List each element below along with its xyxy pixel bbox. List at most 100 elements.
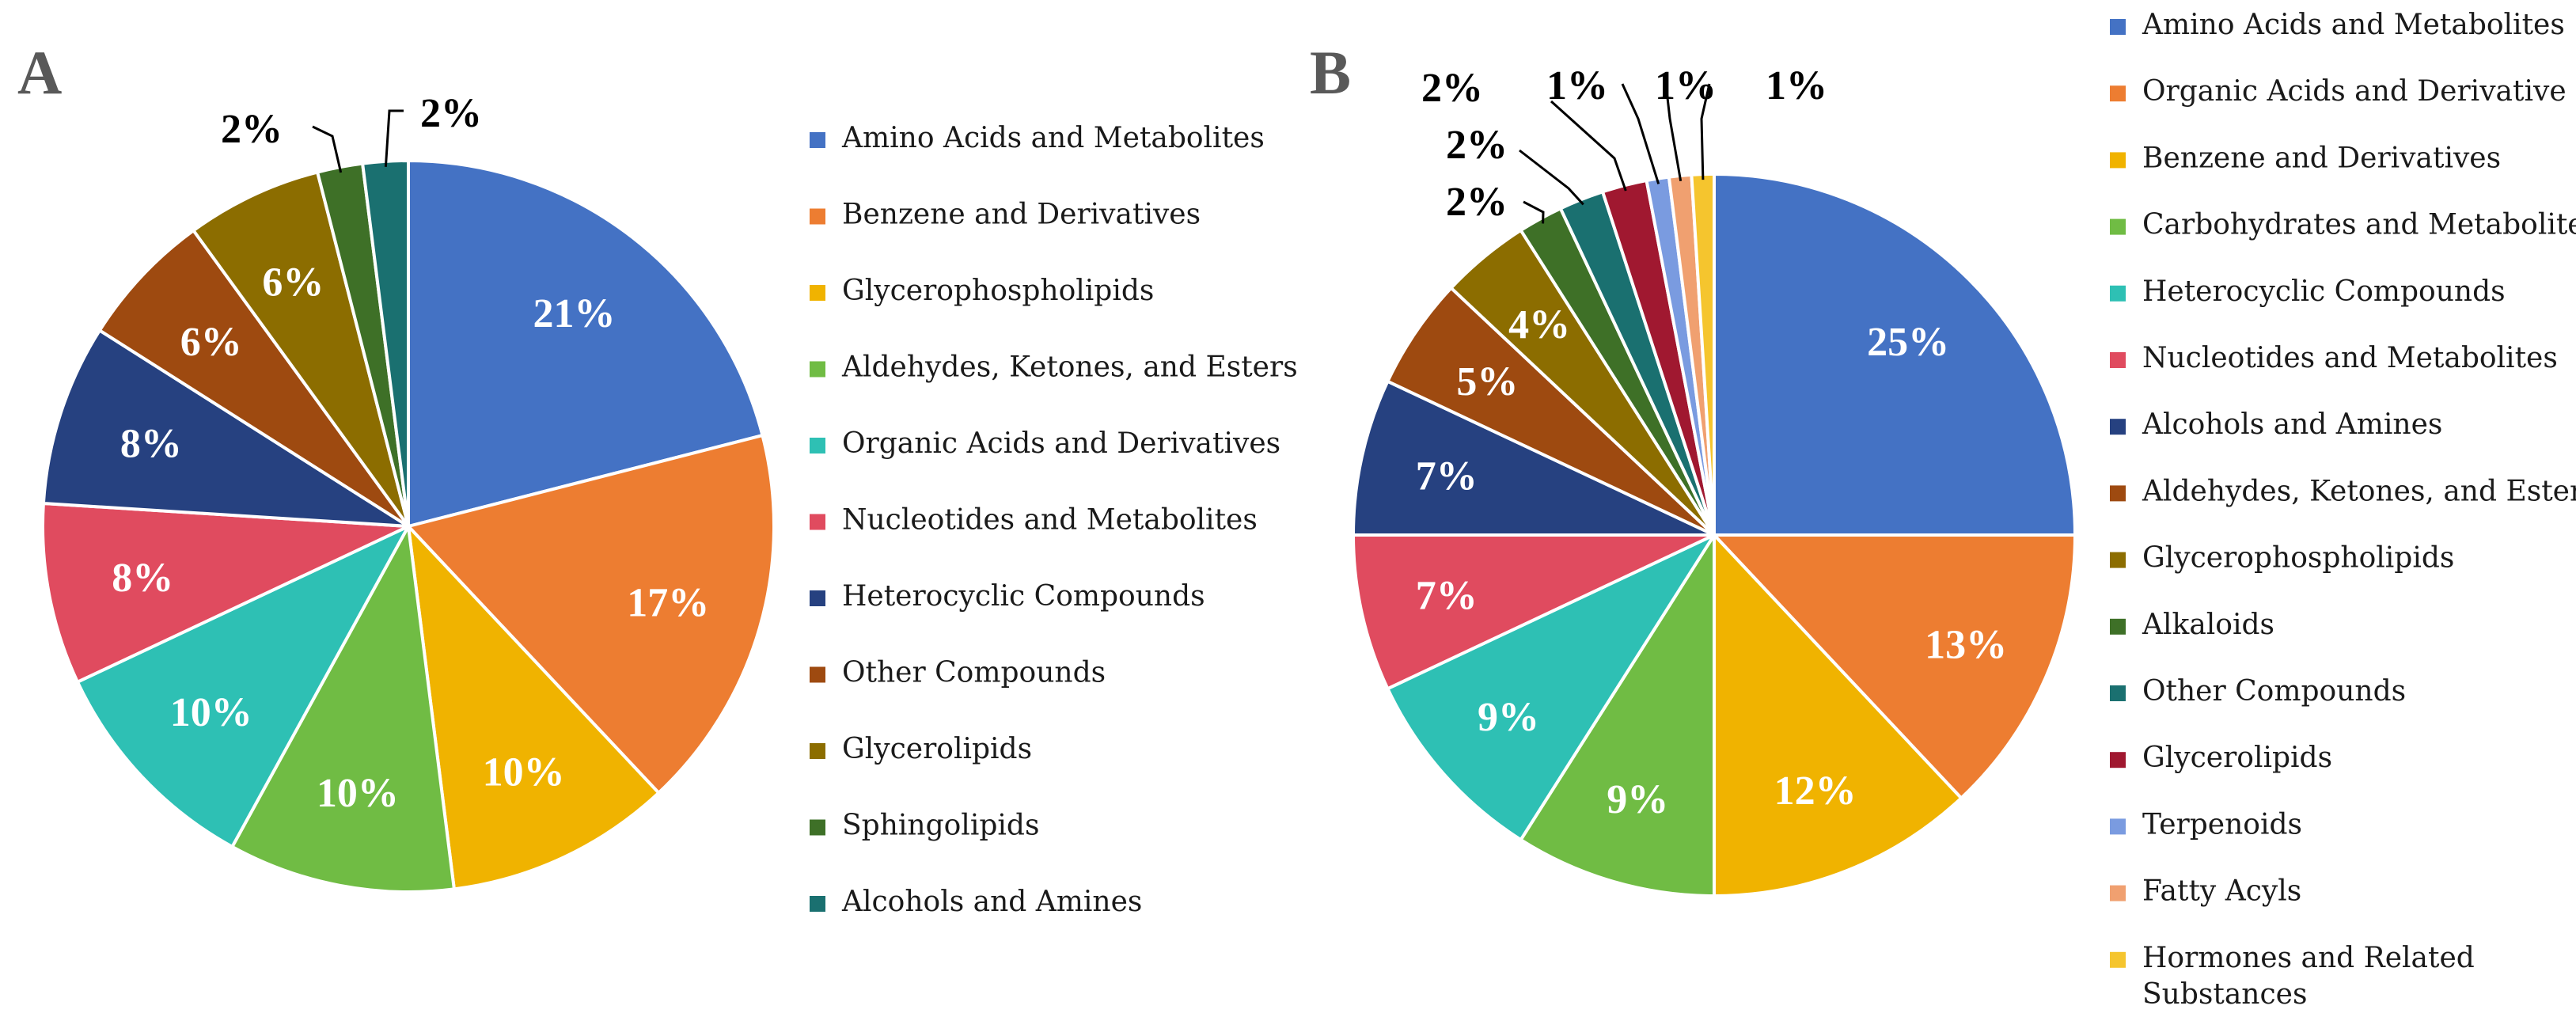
legend-label-alkaloids: Alkaloids: [2142, 609, 2274, 641]
leader-line-fatty-acyls: [1664, 83, 1683, 182]
panel-b-label: B: [1310, 38, 1351, 107]
legend-label-amino-acids-and-metabolites: Amino Acids and Metabolites: [841, 122, 1265, 154]
panel-a-label: A: [17, 38, 62, 107]
data-label-amino-acids-and-metabolites: 25%: [1867, 320, 1949, 365]
leader-line-other-compounds: [1519, 149, 1584, 206]
pie-slice-heterocyclic-compounds: [41, 328, 410, 528]
legend-swatch-aldehydes-ketones-and-esters: [2110, 485, 2126, 502]
leader-line-hormones-and-related-substances: [1700, 83, 1711, 180]
legend-label-heterocyclic-compounds: Heterocyclic Compounds: [2142, 275, 2506, 308]
pie-slice-aldehydes-ketones-and-esters: [1386, 286, 1716, 537]
legend-swatch-fatty-acyls: [2110, 885, 2126, 901]
legend-swatch-amino-acids-and-metabolites: [810, 132, 825, 148]
data-label-other-compounds: 2%: [1446, 123, 1508, 168]
legend-swatch-aldehydes-ketones-and-esters: [810, 361, 825, 378]
pie-slice-nucleotides-and-metabolites: [41, 501, 410, 684]
data-label-fatty-acyls: 1%: [1655, 63, 1717, 108]
panel-a-slice-labels: 21% 17% 10% 10% 10% 8% 8% 6% 6% 2% 2%: [112, 91, 709, 816]
data-label-aldehydes-ketones-and-esters: 5%: [1456, 359, 1518, 404]
legend-label-glycerolipids: Glycerolipids: [842, 733, 1032, 765]
pie-slice-carbohydrates-and-metabolites: [1519, 533, 1716, 897]
data-label-glycerolipids: 6%: [262, 260, 324, 305]
legend-swatch-heterocyclic-compounds: [810, 590, 825, 606]
pie-slice-organic-acids-and-derivatives: [75, 525, 410, 848]
legend-swatch-organic-acids-and-derivative: [2110, 85, 2126, 102]
legend-swatch-heterocyclic-compounds: [2110, 285, 2126, 302]
legend-swatch-alcohols-and-amines: [2110, 419, 2126, 435]
panel-a-pie: [41, 159, 776, 894]
legend-swatch-glycerophospholipids: [810, 285, 825, 301]
legend-swatch-benzene-and-derivatives: [2110, 152, 2126, 169]
data-label-sphingolipids: 2%: [221, 107, 283, 152]
leader-line-terpenoids: [1621, 83, 1660, 184]
data-label-other-compounds: 6%: [180, 320, 242, 365]
legend-swatch-organic-acids-and-derivatives: [810, 438, 825, 453]
legend-swatch-benzene-and-derivatives: [810, 208, 825, 225]
legend-swatch-terpenoids: [2110, 818, 2126, 835]
legend-label-organic-acids-and-derivatives: Organic Acids and Derivatives: [842, 427, 1280, 460]
leader-line-alcohols-and-amines: [384, 109, 404, 167]
panel-a-legend: Amino Acids and Metabolites Benzene and D…: [810, 122, 1298, 918]
pie-slice-other-compounds: [97, 229, 410, 528]
legend-label-aldehydes-ketones-and-esters: Aldehydes, Ketones, and Esters: [2142, 475, 2576, 507]
pie-slice-amino-acids-and-metabolites: [407, 159, 764, 528]
data-label-alkaloids: 2%: [1446, 180, 1508, 225]
legend-swatch-alkaloids: [2110, 618, 2126, 635]
legend-swatch-amino-acids-and-metabolites: [2110, 19, 2126, 35]
legend-label-fatty-acyls: Fatty Acyls: [2142, 875, 2301, 908]
pie-slice-glycerophospholipids: [407, 525, 661, 891]
legend-label-nucleotides-and-metabolites: Nucleotides and Metabolites: [842, 504, 1258, 537]
panel-a: A 21% 17% 10% 10% 10% 8% 8% 6% 6% 2% 2% Amino Acid…: [17, 38, 1298, 918]
data-label-glycerophospholipids: 4%: [1508, 302, 1570, 347]
legend-label-glycerophospholipids: Glycerophospholipids: [2142, 542, 2454, 575]
leader-line-sphingolipids: [312, 125, 343, 173]
data-label-benzene-and-derivatives: 12%: [1774, 768, 1857, 814]
leader-line-glycerolipids: [1550, 100, 1627, 192]
data-label-carbohydrates-and-metabolites: 9%: [1607, 777, 1668, 822]
data-label-hormones-and-related-substances: 1%: [1766, 63, 1827, 108]
legend-label-other-compounds: Other Compounds: [842, 657, 1106, 689]
data-label-glycerolipids: 2%: [1421, 66, 1483, 111]
pie-slice-nucleotides-and-metabolites: [1352, 533, 1716, 691]
legend-swatch-glycerolipids: [810, 743, 825, 759]
data-label-aldehydes-ketones-and-esters: 10%: [317, 771, 399, 816]
legend-label-sphingolipids: Sphingolipids: [842, 810, 1039, 842]
data-label-terpenoids: 1%: [1546, 63, 1608, 108]
legend-swatch-other-compounds: [810, 666, 825, 683]
legend-swatch-nucleotides-and-metabolites: [2110, 352, 2126, 368]
panel-b-slice-labels: 25% 13% 12% 9% 9% 7% 7% 5% 4% 2% 2% 2% 1% 1% 1%: [1416, 63, 2007, 822]
legend-label-heterocyclic-compounds: Heterocyclic Compounds: [842, 580, 1205, 613]
data-label-amino-acids-and-metabolites: 21%: [533, 291, 616, 336]
leader-line-alkaloids: [1523, 200, 1545, 224]
legend-label-organic-acids-and-derivative: Organic Acids and Derivative: [2142, 75, 2567, 108]
pie-slice-amino-acids-and-metabolites: [1713, 173, 2077, 537]
data-label-alcohols-and-amines: 2%: [420, 91, 482, 136]
data-label-organic-acids-and-derivatives: 10%: [170, 690, 252, 735]
legend-label-terpenoids: Terpenoids: [2142, 808, 2302, 841]
legend-swatch-carbohydrates-and-metabolites: [2110, 218, 2126, 235]
panel-b-pie: [1352, 173, 2077, 897]
pie-slice-alcohols-and-amines: [1352, 379, 1716, 537]
data-label-nucleotides-and-metabolites: 8%: [112, 556, 173, 601]
legend-label-alcohols-and-amines: Alcohols and Amines: [841, 886, 1142, 918]
legend-label-aldehydes-ketones-and-esters: Aldehydes, Ketones, and Esters: [841, 351, 1298, 384]
legend-label-benzene-and-derivatives: Benzene and Derivatives: [842, 199, 1201, 231]
pie-slice-benzene-and-derivatives: [407, 434, 776, 795]
legend-label-hormones-and-related-substances: Hormones and Related Substances: [2142, 942, 2475, 1011]
data-label-nucleotides-and-metabolites: 7%: [1416, 574, 1478, 619]
panel-b-legend: Amino Acids and Metabolites Organic Acids…: [2110, 9, 2576, 1011]
legend-label-glycerolipids: Glycerolipids: [2142, 742, 2332, 774]
data-label-glycerophospholipids: 10%: [483, 749, 565, 795]
data-label-organic-acids-and-derivative: 13%: [1925, 623, 2007, 668]
legend-label-amino-acids-and-metabolites: Amino Acids and Metabolites: [2142, 9, 2565, 41]
legend-swatch-glycerophospholipids: [2110, 552, 2126, 568]
legend-label-glycerophospholipids: Glycerophospholipids: [842, 275, 1154, 307]
pie-slice-organic-acids-and-derivative: [1713, 533, 2077, 800]
data-label-benzene-and-derivatives: 17%: [627, 580, 709, 625]
legend-label-carbohydrates-and-metabolites: Carbohydrates and Metabolites: [2142, 209, 2576, 241]
legend-swatch-hormones-and-related-substances: [2110, 951, 2126, 968]
legend-swatch-nucleotides-and-metabolites: [810, 514, 825, 530]
data-label-heterocyclic-compounds: 9%: [1478, 695, 1539, 740]
legend-label-alcohols-and-amines: Alcohols and Amines: [2142, 408, 2442, 441]
legend-swatch-sphingolipids: [810, 819, 825, 836]
